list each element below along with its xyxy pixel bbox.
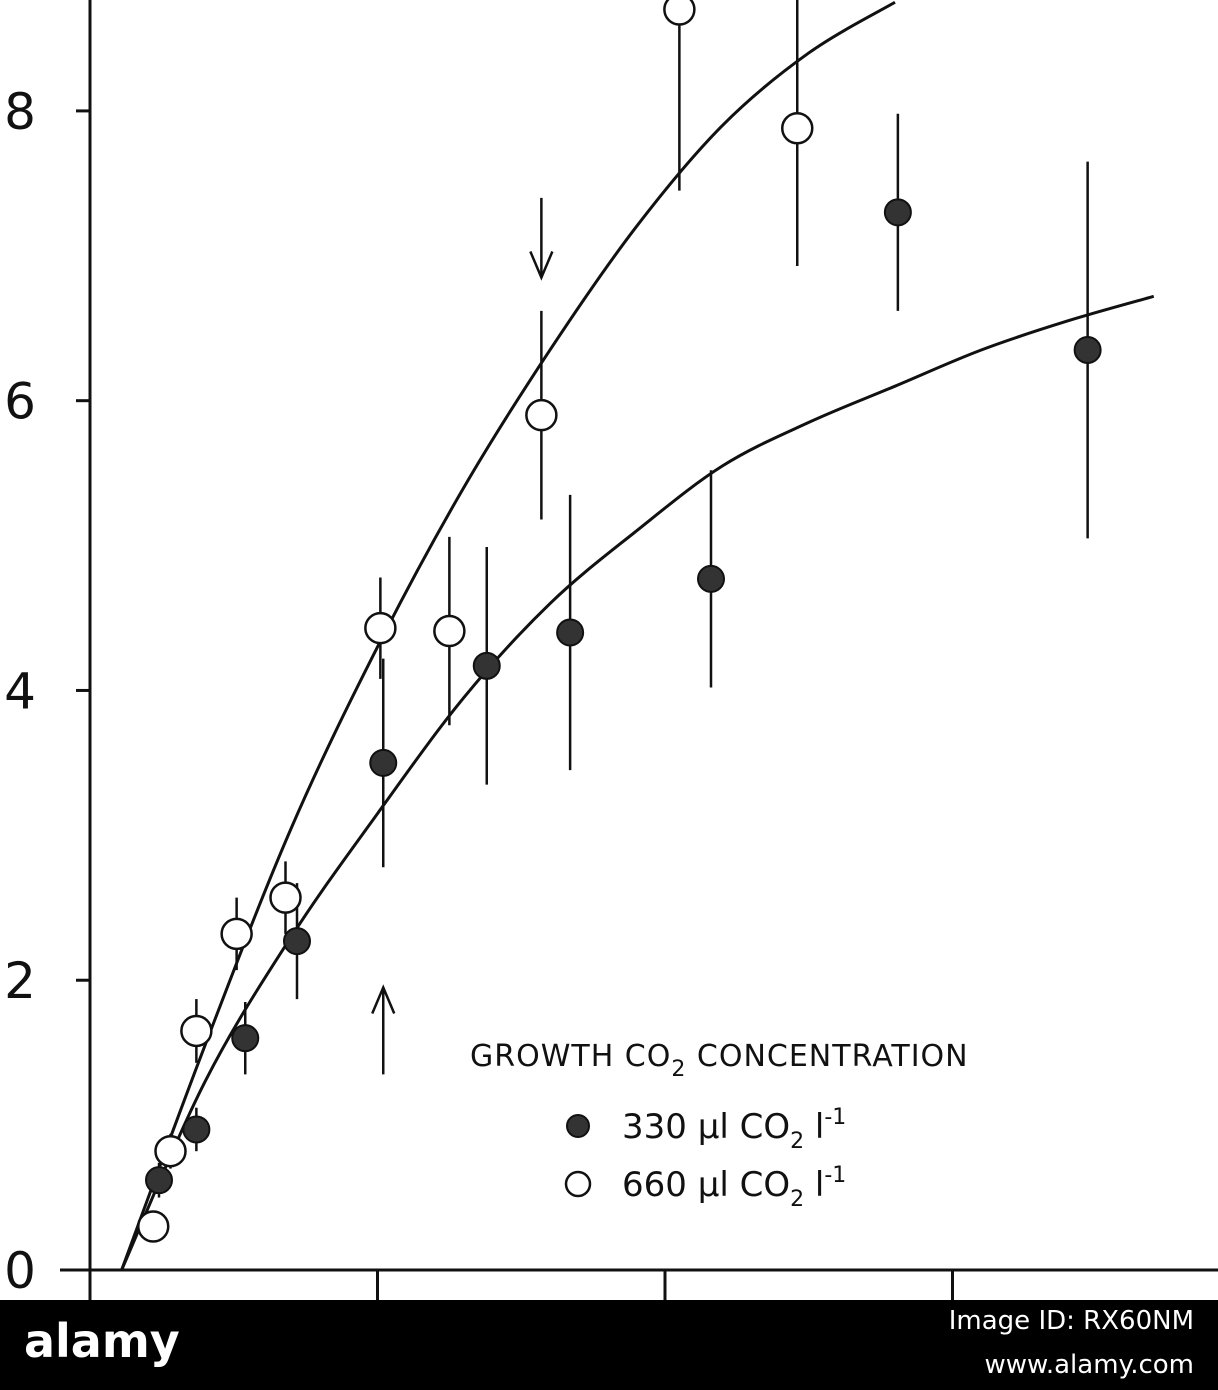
watermark-url: www.alamy.com: [984, 1350, 1194, 1380]
data-point-filled: [283, 927, 311, 956]
data-point-open: [525, 398, 558, 432]
y-tick-labels: 0 2 4 6 8: [4, 83, 36, 1300]
y-tick-label: 2: [4, 952, 36, 1010]
y-tick-label: 8: [4, 83, 36, 141]
image-id-text: Image ID: RX60NM: [948, 1306, 1194, 1336]
data-point-filled: [369, 748, 398, 777]
fit-curves: [120, 0, 1155, 1271]
arrows: [371, 197, 554, 1075]
data-point-filled: [145, 1166, 173, 1195]
data-point-open: [180, 1014, 213, 1048]
data-point-filled: [697, 564, 725, 593]
legend: GROWTH CO2 CONCENTRATION 330 μl CO2 l-1 6…: [470, 1039, 969, 1212]
data-point-open: [220, 917, 253, 951]
data-points: [137, 0, 1102, 1243]
data-point-filled: [556, 618, 585, 647]
data-point-filled: [472, 651, 501, 680]
y-tick-label: 6: [4, 373, 36, 431]
legend-marker-open: [564, 1170, 592, 1198]
legend-marker-filled: [566, 1114, 590, 1138]
data-point-open: [663, 0, 696, 26]
data-point-filled: [883, 198, 912, 227]
data-point-open: [781, 112, 814, 145]
data-point-filled: [1073, 335, 1102, 364]
fit-curve-filled: [120, 294, 1155, 1271]
data-point-filled: [182, 1115, 211, 1144]
data-point-filled: [231, 1024, 260, 1053]
axes: [60, 0, 1218, 1300]
arrow-up-head: [371, 984, 396, 1014]
y-tick-label: 0: [4, 1242, 36, 1300]
fit-curve-open: [120, 0, 896, 1271]
watermark-logo: alamy: [24, 1314, 180, 1368]
legend-label: 330 μl CO2 l-1: [622, 1105, 846, 1154]
data-point-open: [154, 1134, 187, 1168]
data-point-open: [269, 881, 302, 914]
data-point-open: [433, 614, 466, 648]
arrow-down-head: [529, 251, 554, 281]
data-point-open: [364, 611, 397, 645]
chart: 0 2 4 6 8 GROWTH CO2 CONCENTRATION 330 μl CO…: [4, 0, 1218, 1300]
y-tick-label: 4: [4, 662, 36, 720]
data-point-open: [137, 1210, 170, 1243]
error-bars: [157, 0, 1089, 1198]
legend-label: 660 μl CO2 l-1: [622, 1163, 846, 1212]
watermark-footer: alamy Image ID: RX60NM www.alamy.com: [0, 1300, 1218, 1390]
legend-title: GROWTH CO2 CONCENTRATION: [470, 1039, 969, 1082]
